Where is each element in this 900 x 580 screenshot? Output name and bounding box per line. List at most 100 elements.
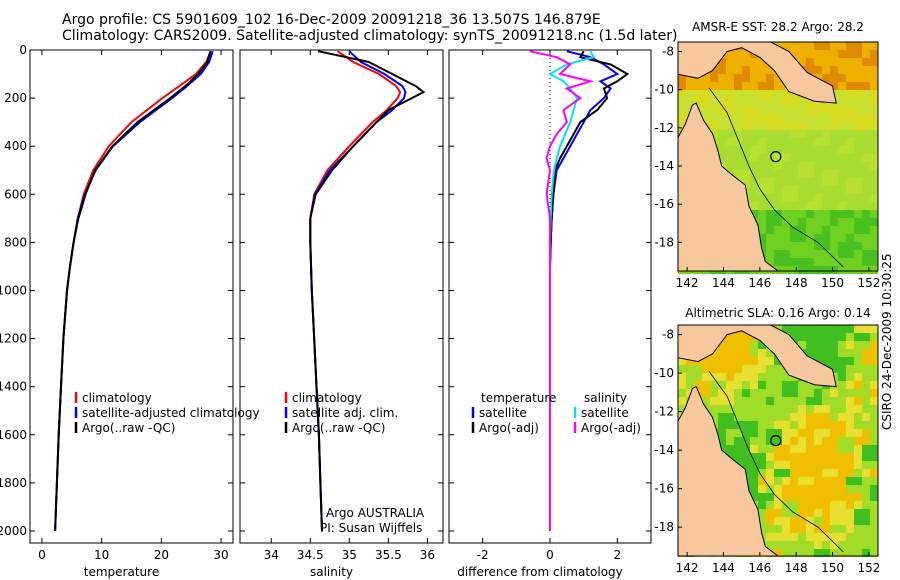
map-cell xyxy=(870,493,878,501)
map-cell xyxy=(822,453,830,461)
map-cell xyxy=(814,58,822,66)
land-mass xyxy=(677,385,780,557)
map-cell xyxy=(814,218,822,226)
map-cell xyxy=(830,42,838,50)
map-cell xyxy=(734,122,742,130)
map-cell xyxy=(766,170,774,178)
map-cell xyxy=(678,82,686,90)
map-cell xyxy=(870,130,878,138)
map-cell xyxy=(862,130,870,138)
map-cell xyxy=(758,509,766,517)
map-cell xyxy=(710,389,718,397)
map-cell xyxy=(806,162,814,170)
series-line-climatology xyxy=(54,50,212,532)
map-cell xyxy=(742,421,750,429)
map-cell xyxy=(862,82,870,90)
map-cell xyxy=(798,509,806,517)
map-cell xyxy=(702,98,710,106)
map-cell xyxy=(750,154,758,162)
map-cell xyxy=(838,42,846,50)
map-cell xyxy=(854,210,862,218)
map-cell xyxy=(814,146,822,154)
map-cell xyxy=(766,178,774,186)
map-cell xyxy=(806,58,814,66)
map-y-tick-label: -14 xyxy=(654,443,674,457)
map-cell xyxy=(782,453,790,461)
map-cell xyxy=(758,501,766,509)
x-tick-label: 36 xyxy=(420,548,435,562)
map-cell xyxy=(734,429,742,437)
map-cell xyxy=(870,485,878,493)
map-cell xyxy=(694,373,702,381)
map-cell xyxy=(758,90,766,98)
map-cell xyxy=(870,50,878,58)
map-cell xyxy=(862,373,870,381)
map-cell xyxy=(742,114,750,122)
map-cell xyxy=(734,437,742,445)
map-cell xyxy=(822,178,830,186)
map-cell xyxy=(750,122,758,130)
map-cell xyxy=(798,389,806,397)
map-cell xyxy=(830,186,838,194)
map-cell xyxy=(774,138,782,146)
map-cell xyxy=(838,501,846,509)
map-cell xyxy=(702,106,710,114)
map-cell xyxy=(862,138,870,146)
map-cell xyxy=(798,178,806,186)
map-cell xyxy=(686,381,694,389)
map-cell xyxy=(806,533,814,541)
map-cell xyxy=(790,437,798,445)
map-cell xyxy=(750,373,758,381)
map-cell xyxy=(830,250,838,258)
map-cell xyxy=(742,82,750,90)
map-cell xyxy=(782,397,790,405)
map-cell xyxy=(766,525,774,533)
map-cell xyxy=(846,373,854,381)
map-cell xyxy=(710,413,718,421)
map-cell xyxy=(790,250,798,258)
map-cell xyxy=(790,421,798,429)
map-cell xyxy=(814,114,822,122)
map-cell xyxy=(782,170,790,178)
map-cell xyxy=(822,437,830,445)
map-cell xyxy=(854,170,862,178)
timestamp-stamp: CSIRO 24-Dec-2009 10:30:25 xyxy=(880,253,894,430)
map-cell xyxy=(686,373,694,381)
legend-label: satellite xyxy=(581,406,629,420)
map-cell xyxy=(870,242,878,250)
map-cell xyxy=(846,357,854,365)
map-cell xyxy=(766,106,774,114)
map-cell xyxy=(726,349,734,357)
map-cell xyxy=(838,218,846,226)
profile-panel-temp: 0 10 20 30 temperature 0 200 400 600 800 1000 1200 1… xyxy=(0,43,260,579)
map-cell xyxy=(846,325,854,333)
series-line-satellite-adj-clim- xyxy=(309,50,407,532)
map-cell xyxy=(742,445,750,453)
map-cell xyxy=(862,106,870,114)
chart-title-line-2: Climatology: CARS2009. Satellite-adjuste… xyxy=(62,28,678,44)
map-cell xyxy=(838,485,846,493)
map-cell xyxy=(798,533,806,541)
map-cell xyxy=(846,333,854,341)
map-cell xyxy=(782,42,790,50)
map-cell xyxy=(782,477,790,485)
map-cell xyxy=(742,453,750,461)
map-cell xyxy=(814,50,822,58)
map-cell xyxy=(758,429,766,437)
map-cell xyxy=(862,413,870,421)
map-cell xyxy=(766,421,774,429)
land-mass-png xyxy=(677,41,837,104)
map-cell xyxy=(678,397,686,405)
map-cell xyxy=(838,266,846,274)
map-cell xyxy=(830,437,838,445)
map-cell xyxy=(782,541,790,549)
map-cell xyxy=(798,202,806,210)
map-cell xyxy=(854,461,862,469)
map-cell xyxy=(790,122,798,130)
map-cell xyxy=(798,186,806,194)
map-cell xyxy=(790,130,798,138)
map-cell xyxy=(854,250,862,258)
map-cell xyxy=(758,461,766,469)
map-cell xyxy=(790,186,798,194)
y-tick-label: 0 xyxy=(19,43,27,57)
